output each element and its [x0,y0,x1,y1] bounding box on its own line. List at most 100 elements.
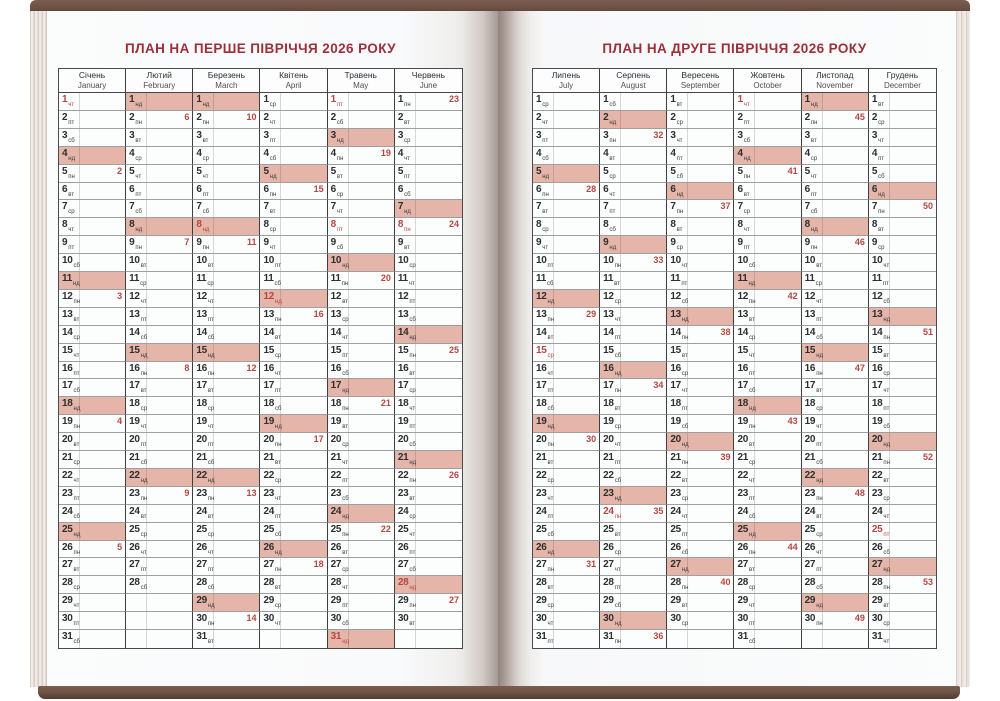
day-cell: 6 пт [801,182,869,201]
day-number: 14 [804,326,816,338]
day-number: 4 [871,147,878,159]
weekday-abbr: нд [68,155,76,162]
day-label: 13 чт [603,309,620,323]
day-cell: 20 пт [193,433,261,452]
month-header: Серпень August [600,69,668,93]
day-number: 15 [804,344,816,356]
weekday-abbr: сб [207,585,215,592]
day-number: 24 [536,505,547,517]
weekday-abbr: ср [749,460,756,467]
day-number: 6 [670,183,676,195]
weekday-abbr: ср [140,531,148,538]
weekday-abbr: пт [342,603,349,610]
day-number: 29 [196,595,207,607]
day-label: 4 нд [62,148,75,162]
weekday-abbr: ср [614,298,622,305]
day-label: 5 пн [62,166,75,180]
week-number: 18 [313,559,324,570]
day-cell: 8 чт [59,218,127,237]
day-cell: 12 нд [533,289,601,308]
day-number: 8 [62,219,68,231]
day-label: 7 чт [331,201,343,215]
day-cell: 10 пн 33 [600,254,668,273]
weekday-abbr: пт [547,388,554,395]
day-label: 30 чт [263,613,280,627]
day-label: 12 сб [670,291,688,305]
day-label: 20 вт [62,434,79,448]
weekday-abbr: чт [614,316,621,323]
week-number: 12 [246,362,257,373]
day-label: 9 пн [805,237,818,251]
day-number: 25 [871,523,883,535]
day-number: 2 [129,111,135,123]
day-number: 9 [670,237,676,249]
day-cell: 2 ср [868,110,936,129]
weekday-abbr: пт [73,370,80,377]
month-name-uk: Листопад [816,70,854,81]
day-number: 26 [330,541,342,553]
day-cell: 22 чт [59,468,127,487]
day-cell: 23 вт [394,486,462,505]
day-cell: 16 ср [667,361,735,380]
day-label: 18 пт [670,398,688,412]
day-number: 11 [62,273,72,285]
day-cell: 24 вт [801,504,869,523]
weekday-abbr: вт [73,567,80,574]
day-label: 23 ср [872,488,890,502]
day-label: 9 пн [129,237,142,251]
day-number: 24 [263,505,275,517]
day-cell: 12 пн 3 [59,289,127,308]
day-number: 5 [330,165,337,177]
day-number: 29 [737,595,749,607]
day-number: 26 [263,541,275,553]
day-number: 27 [397,559,409,571]
day-cell: 28 пт [600,576,668,595]
day-label: 27 ср [331,559,349,573]
day-label: 19 сб [670,416,688,430]
day-label: 18 чт [398,398,415,412]
day-cell: 17 ср [394,379,462,398]
day-number: 28 [330,577,342,589]
day-cell: 10 вт [193,254,261,273]
weekday-abbr: нд [748,281,756,288]
day-label: 29 чт [62,595,79,609]
day-number: 15 [603,344,614,356]
month-header: Травень May [327,69,395,93]
day-label: 17 пн [603,380,621,394]
day-label: 8 ср [263,219,276,233]
weekday-abbr: пн [749,549,756,556]
month-name-en: December [883,80,921,90]
day-label: 2 пн [805,112,818,126]
day-label: 20 пн [536,434,554,448]
weekday-abbr: пн [207,370,215,377]
page-title: ПЛАН НА ДРУГЕ ПІВРІЧЧЯ 2026 РОКУ [602,41,867,56]
day-number: 30 [62,613,73,625]
weekday-abbr: ср [275,477,282,484]
weekday-abbr: пн [342,531,349,538]
weekday-abbr: вт [207,513,214,520]
day-number: 5 [263,165,269,177]
day-number: 9 [871,237,878,249]
month-name-uk: Липень [551,70,581,81]
day-label: 6 вт [62,184,74,198]
day-number: 29 [670,595,681,607]
day-label: 2 ср [670,112,683,126]
day-number: 8 [263,219,269,231]
week-number: 14 [246,613,257,624]
day-number: 22 [670,469,681,481]
day-number: 5 [871,165,878,177]
day-number: 20 [263,434,275,446]
weekday-abbr: вт [614,281,620,288]
day-number: 1 [330,94,337,105]
day-label: 10 пн [603,255,621,269]
day-cell: 14 вт [533,325,601,344]
day-label: 19 чт [196,416,213,430]
weekday-abbr: сб [274,281,281,288]
right-page: ПЛАН НА ДРУГЕ ПІВРІЧЧЯ 2026 РОКУ Липень J… [498,11,956,688]
day-label: 14 нд [398,327,416,341]
day-cell: 19 пт [394,415,462,434]
day-cell: 13 нд [667,307,735,326]
weekday-abbr: ср [883,495,890,502]
day-number: 28 [263,577,275,589]
day-number: 25 [397,523,409,535]
